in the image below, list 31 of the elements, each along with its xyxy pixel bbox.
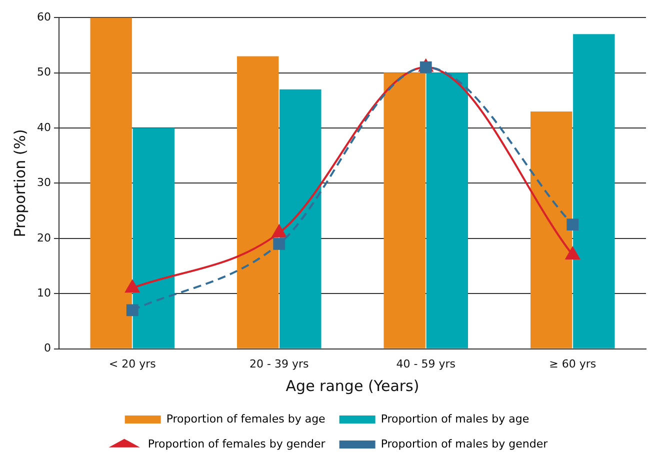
bar xyxy=(384,72,426,348)
x-tick-label: 40 - 59 yrs xyxy=(396,357,456,370)
y-axis-title: Proportion (%) xyxy=(10,129,29,238)
x-tick-label: 20 - 39 yrs xyxy=(250,357,309,370)
legend-label: Proportion of males by gender xyxy=(380,437,548,450)
bar xyxy=(132,128,175,348)
x-axis-title: Age range (Years) xyxy=(286,376,420,395)
x-tick-label: < 20 yrs xyxy=(108,357,156,370)
y-tick-label: 50 xyxy=(36,66,51,79)
point xyxy=(273,238,286,250)
y-tick-label: 20 xyxy=(36,231,51,244)
y-tick-label: 30 xyxy=(36,176,51,190)
y-tick-label: 60 xyxy=(36,10,51,24)
bar xyxy=(530,111,572,348)
bar xyxy=(573,34,615,348)
legend-label: Proportion of males by age xyxy=(380,412,530,426)
legend-label: Proportion of females by gender xyxy=(148,437,326,450)
point xyxy=(272,224,286,238)
y-tick-label: 0 xyxy=(44,342,51,355)
x-tick-label: ≥ 60 yrs xyxy=(549,357,596,370)
point xyxy=(566,246,580,260)
bar xyxy=(426,72,468,348)
legend-label: Proportion of females by age xyxy=(166,412,326,426)
point xyxy=(566,218,579,231)
bar xyxy=(236,56,279,348)
y-tick-label: 10 xyxy=(36,286,51,300)
point xyxy=(125,280,140,293)
bar xyxy=(280,89,322,348)
bar xyxy=(90,18,132,348)
y-tick-label: 40 xyxy=(36,120,51,134)
point xyxy=(126,304,138,316)
